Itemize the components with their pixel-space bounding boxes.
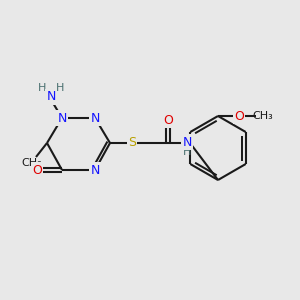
Text: N: N bbox=[46, 91, 56, 103]
Text: O: O bbox=[234, 110, 244, 122]
Text: CH₃: CH₃ bbox=[22, 158, 42, 168]
Text: H: H bbox=[56, 83, 64, 93]
Text: N: N bbox=[90, 164, 100, 176]
Text: N: N bbox=[90, 112, 100, 124]
Text: S: S bbox=[128, 136, 136, 149]
Text: O: O bbox=[163, 113, 173, 127]
Text: H: H bbox=[183, 147, 191, 157]
Text: N: N bbox=[57, 112, 67, 124]
Text: O: O bbox=[32, 164, 42, 176]
Text: H: H bbox=[38, 83, 46, 93]
Text: N: N bbox=[182, 136, 192, 148]
Text: CH₃: CH₃ bbox=[253, 111, 273, 121]
